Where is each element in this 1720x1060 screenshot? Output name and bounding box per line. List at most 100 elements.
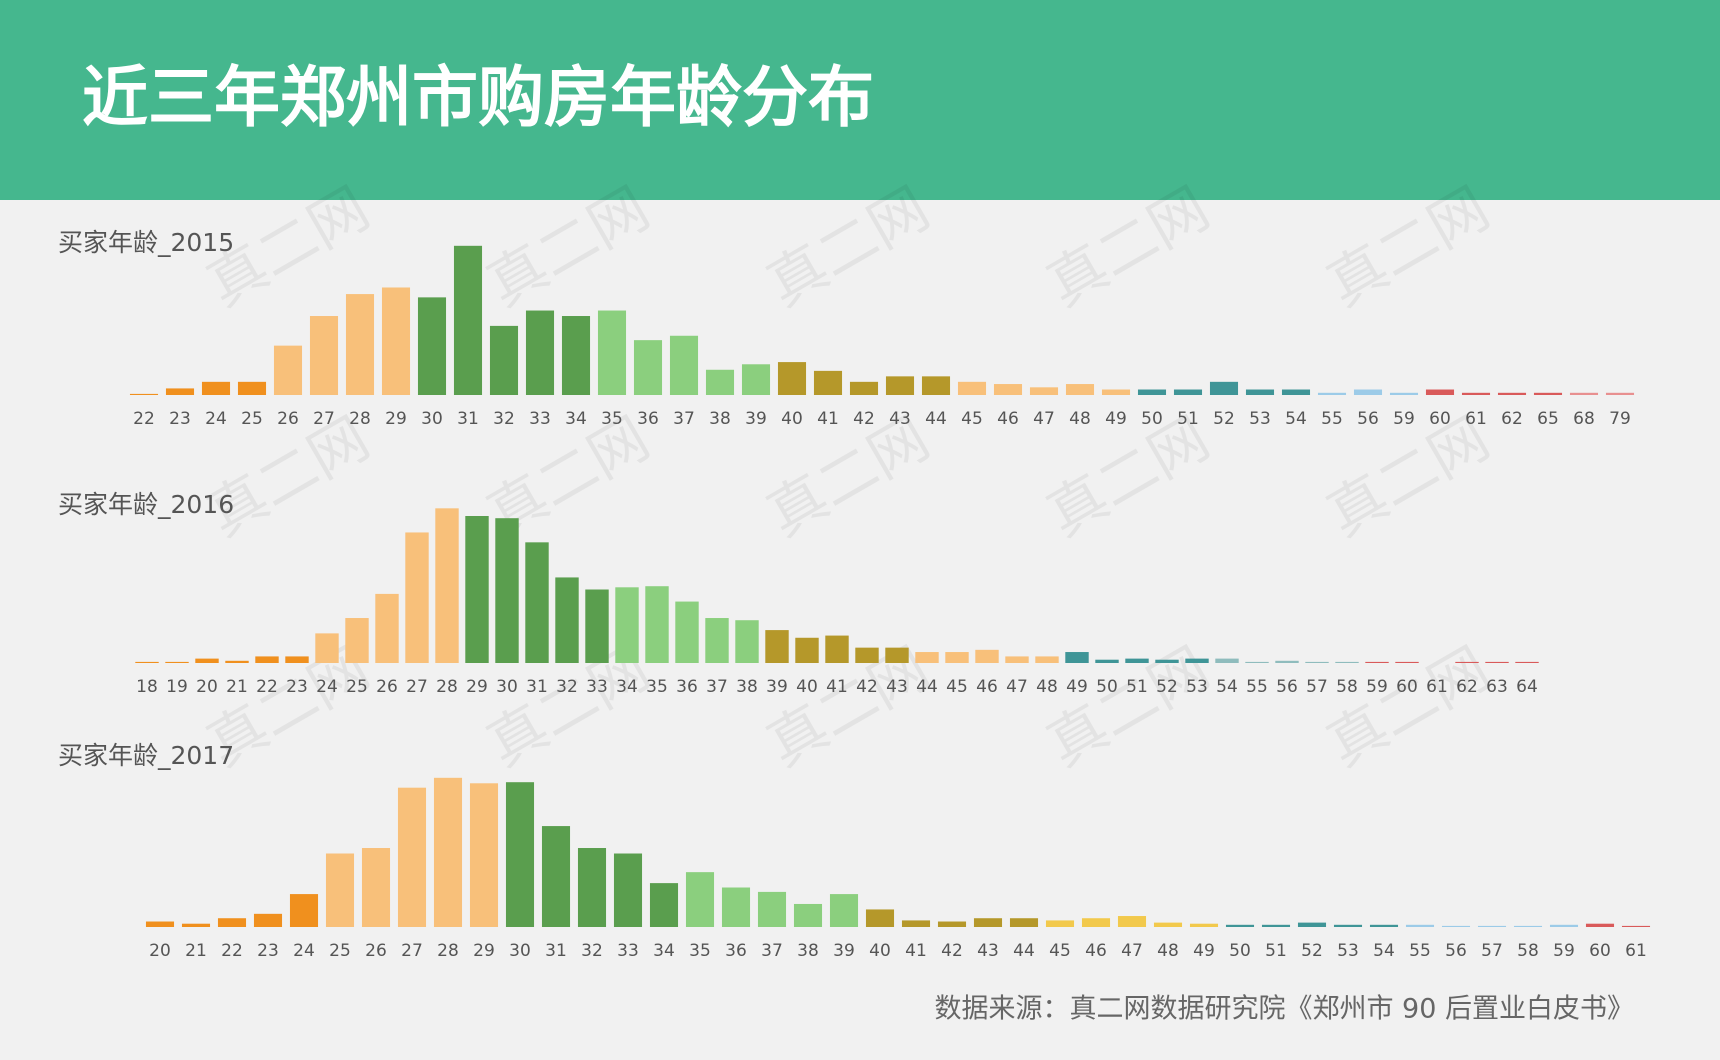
x-tick-label: 58 [1336,677,1358,697]
x-tick-label: 31 [545,941,567,961]
bar [375,593,399,663]
bar [1065,384,1095,395]
x-tick-label: 37 [673,409,695,429]
x-tick-label: 61 [1625,941,1647,961]
bar [345,618,369,663]
bar [1153,922,1183,927]
x-tick-label: 45 [1049,941,1071,961]
x-tick-label: 25 [346,677,368,697]
bar [315,633,339,663]
bar [237,381,267,395]
x-tick-label: 54 [1373,941,1395,961]
bar [825,635,849,663]
x-tick-label: 64 [1516,677,1538,697]
bar [1305,661,1329,663]
x-tick-label: 24 [316,677,338,697]
x-tick-label: 53 [1249,409,1271,429]
bar [1389,392,1419,395]
x-tick-label: 49 [1105,409,1127,429]
bar [1155,659,1179,663]
x-tick-label: 60 [1429,409,1451,429]
bar [225,660,249,663]
x-tick-label: 26 [365,941,387,961]
bar [255,656,279,663]
bar [1045,920,1075,927]
x-tick-label: 38 [736,677,758,697]
bar [757,891,787,927]
bar [1605,392,1635,395]
bar [1215,658,1239,663]
x-tick-label: 47 [1121,941,1143,961]
x-tick-label: 33 [529,409,551,429]
x-tick-label: 53 [1337,941,1359,961]
bar [675,601,699,663]
bar [1029,387,1059,395]
x-tick-label: 51 [1126,677,1148,697]
x-tick-label: 23 [286,677,308,697]
bar [685,872,715,927]
x-tick-label: 46 [1085,941,1107,961]
x-tick-label: 50 [1096,677,1118,697]
x-tick-label: 36 [637,409,659,429]
bar [1081,918,1111,927]
x-tick-label: 46 [997,409,1019,429]
x-tick-label: 33 [586,677,608,697]
x-tick-label: 46 [976,677,998,697]
bar [1513,925,1543,927]
chart-title: 买家年龄_2015 [58,228,234,257]
x-tick-label: 27 [406,677,428,697]
x-tick-label: 52 [1213,409,1235,429]
bar [577,848,607,927]
bar [777,362,807,395]
bar [1441,925,1471,927]
x-tick-label: 34 [653,941,675,961]
bar [1395,661,1419,663]
x-tick-label: 52 [1301,941,1323,961]
bar [765,630,789,663]
bar [1497,392,1527,395]
bar [195,658,219,663]
x-tick-label: 24 [293,941,315,961]
bar [465,516,489,663]
bar [495,518,519,663]
x-tick-label: 60 [1589,941,1611,961]
x-tick-label: 53 [1186,677,1208,697]
bar [957,381,987,395]
x-tick-label: 58 [1517,941,1539,961]
x-tick-label: 41 [817,409,839,429]
x-tick-label: 35 [689,941,711,961]
x-tick-label: 25 [329,941,351,961]
x-tick-label: 68 [1573,409,1595,429]
x-tick-label: 43 [977,941,999,961]
bar [1333,924,1363,927]
bar [585,589,609,663]
bar [435,508,459,663]
bar [1095,659,1119,663]
bar [1009,918,1039,927]
x-tick-label: 26 [277,409,299,429]
x-tick-label: 43 [886,677,908,697]
x-tick-label: 29 [385,409,407,429]
x-tick-label: 59 [1553,941,1575,961]
x-tick-label: 23 [169,409,191,429]
x-tick-label: 55 [1409,941,1431,961]
bar [165,661,189,663]
chart-title: 买家年龄_2016 [58,490,234,519]
bar [1005,656,1029,663]
x-tick-label: 55 [1321,409,1343,429]
bar [1209,381,1239,395]
bar [1585,923,1615,927]
x-tick-label: 34 [616,677,638,697]
bar [309,316,339,395]
x-tick-label: 22 [256,677,278,697]
x-tick-label: 79 [1609,409,1631,429]
x-tick-label: 56 [1445,941,1467,961]
x-tick-label: 38 [709,409,731,429]
x-tick-label: 24 [205,409,227,429]
x-tick-label: 41 [905,941,927,961]
x-tick-label: 31 [457,409,479,429]
x-tick-label: 54 [1216,677,1238,697]
x-tick-label: 29 [473,941,495,961]
bar [181,923,211,927]
x-tick-label: 59 [1366,677,1388,697]
